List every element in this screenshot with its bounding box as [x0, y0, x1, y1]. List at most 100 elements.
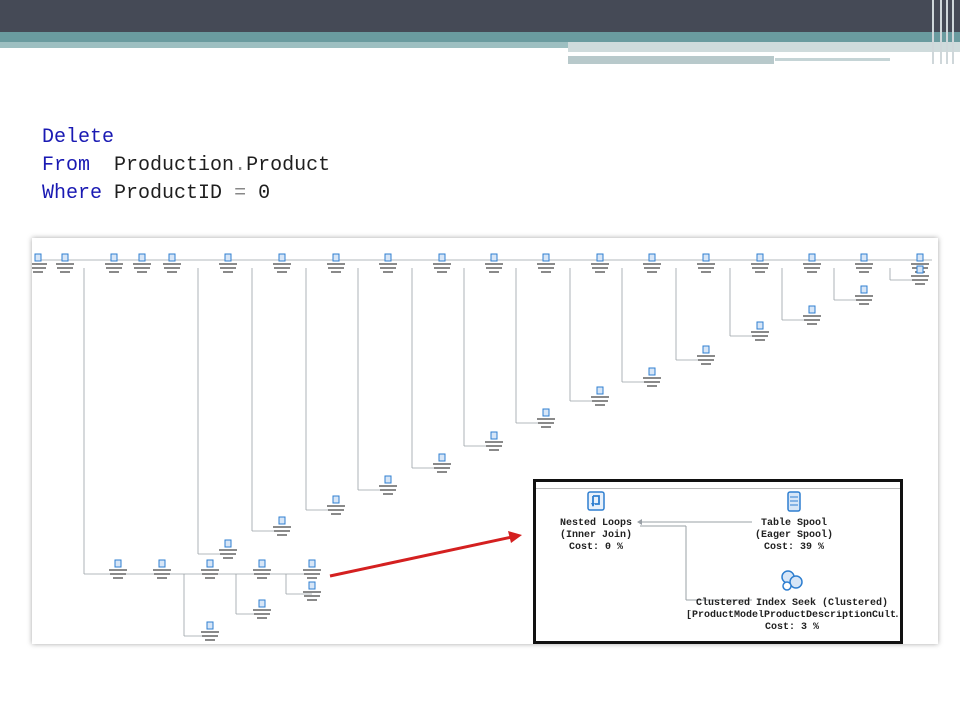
- plan-node-icon: [648, 253, 656, 262]
- plan-node-icon: [34, 253, 42, 262]
- plan-node-cost: [807, 323, 817, 325]
- sql-keyword: From: [42, 154, 91, 177]
- plan-node-icon: [542, 253, 550, 262]
- plan-node-label: [485, 263, 503, 265]
- plan-node-label: [538, 267, 554, 269]
- plan-node-label: [911, 275, 929, 277]
- plan-node-cost: [331, 271, 341, 273]
- plan-node-cost: [205, 577, 215, 579]
- plan-node-label: [153, 569, 171, 571]
- plan-node-label: [303, 569, 321, 571]
- plan-node-icon: [596, 253, 604, 262]
- plan-node-cost: [595, 271, 605, 273]
- plan-node-label: [304, 573, 320, 575]
- clustered-index-seek-node[interactable]: Clustered Index Seek (Clustered) [Produc…: [686, 598, 898, 634]
- header-teal-bar: [0, 32, 960, 42]
- plan-node-label: [202, 635, 218, 637]
- sql-column: ProductID: [114, 182, 223, 205]
- plan-node-label: [433, 463, 451, 465]
- callout-connectors: [637, 519, 752, 601]
- plan-node-label: [485, 441, 503, 443]
- plan-node-label: [752, 335, 768, 337]
- sql-dot: .: [234, 154, 247, 177]
- plan-node-cost: [113, 577, 123, 579]
- node-cost: Cost: 39 %: [763, 542, 824, 553]
- plan-node-icon: [490, 431, 498, 440]
- plan-node-label: [804, 319, 820, 321]
- plan-node-icon: [860, 285, 868, 294]
- plan-node-label: [133, 263, 151, 265]
- plan-node-cost: [331, 513, 341, 515]
- plan-node-label: [327, 505, 345, 507]
- node-cost: Cost: 3 %: [764, 622, 819, 633]
- plan-node-label: [752, 267, 768, 269]
- header-rail: [932, 0, 934, 64]
- node-title: Clustered Index Seek (Clustered): [695, 598, 889, 609]
- header-grey-bar: [568, 42, 960, 52]
- plan-node-label: [163, 263, 181, 265]
- table-spool-node[interactable]: Table Spool (Eager Spool) Cost: 39 %: [744, 518, 844, 554]
- plan-node-cost: [167, 271, 177, 273]
- plan-node-label: [486, 267, 502, 269]
- plan-node-cost: [307, 599, 317, 601]
- plan-node-cost: [489, 271, 499, 273]
- plan-node-cost: [60, 271, 70, 273]
- plan-node-cost: [755, 271, 765, 273]
- plan-node-label: [134, 267, 150, 269]
- plan-node-label: [327, 263, 345, 265]
- plan-node-label: [538, 422, 554, 424]
- plan-node-label: [254, 613, 270, 615]
- plan-node-label: [856, 299, 872, 301]
- plan-node-label: [537, 263, 555, 265]
- plan-node-icon: [916, 265, 924, 274]
- sql-code-block: Delete From Production.Product Where Pro…: [42, 124, 330, 208]
- plan-node-cost: [489, 449, 499, 451]
- plan-node-icon: [278, 253, 286, 262]
- plan-node-label: [253, 569, 271, 571]
- plan-node-label: [304, 595, 320, 597]
- plan-node-label: [109, 569, 127, 571]
- sql-keyword: Delete: [42, 126, 115, 149]
- sql-keyword: Where: [42, 182, 103, 205]
- plan-node-label: [486, 445, 502, 447]
- callout-divider: [536, 488, 900, 489]
- plan-node-icon: [206, 621, 214, 630]
- plan-node-label: [644, 381, 660, 383]
- plan-node-cost: [205, 639, 215, 641]
- plan-node-label: [56, 263, 74, 265]
- nested-loops-node[interactable]: Nested Loops (Inner Join) Cost: 0 %: [556, 518, 636, 554]
- plan-node-icon: [61, 253, 69, 262]
- plan-node-cost: [859, 303, 869, 305]
- header-teal-accent: [0, 42, 568, 48]
- plan-node-cost: [137, 271, 147, 273]
- plan-node-label: [202, 573, 218, 575]
- plan-node-label: [433, 263, 451, 265]
- plan-node-label: [254, 573, 270, 575]
- plan-node-icon: [332, 253, 340, 262]
- table-spool-icon: [787, 491, 801, 512]
- plan-node-label: [434, 267, 450, 269]
- plan-node-label: [219, 549, 237, 551]
- plan-node-label: [273, 263, 291, 265]
- node-subtitle: (Inner Join): [559, 530, 632, 541]
- plan-node-label: [274, 267, 290, 269]
- plan-node-label: [32, 263, 47, 265]
- plan-node-label: [592, 400, 608, 402]
- nested-loops-icon: [587, 491, 605, 511]
- plan-node-cost: [109, 271, 119, 273]
- plan-node-label: [804, 267, 820, 269]
- plan-node-icon: [278, 516, 286, 525]
- header-grey-accent: [568, 56, 774, 64]
- plan-node-icon: [702, 253, 710, 262]
- header-rail: [940, 0, 942, 64]
- plan-node-icon: [332, 495, 340, 504]
- plan-node-icon: [384, 253, 392, 262]
- plan-node-cost: [223, 557, 233, 559]
- plan-node-label: [434, 467, 450, 469]
- plan-node-label: [57, 267, 73, 269]
- plan-node-icon: [168, 253, 176, 262]
- sql-schema: Production: [114, 154, 235, 177]
- plan-node-label: [856, 267, 872, 269]
- plan-node-label: [751, 331, 769, 333]
- plan-node-cost: [807, 271, 817, 273]
